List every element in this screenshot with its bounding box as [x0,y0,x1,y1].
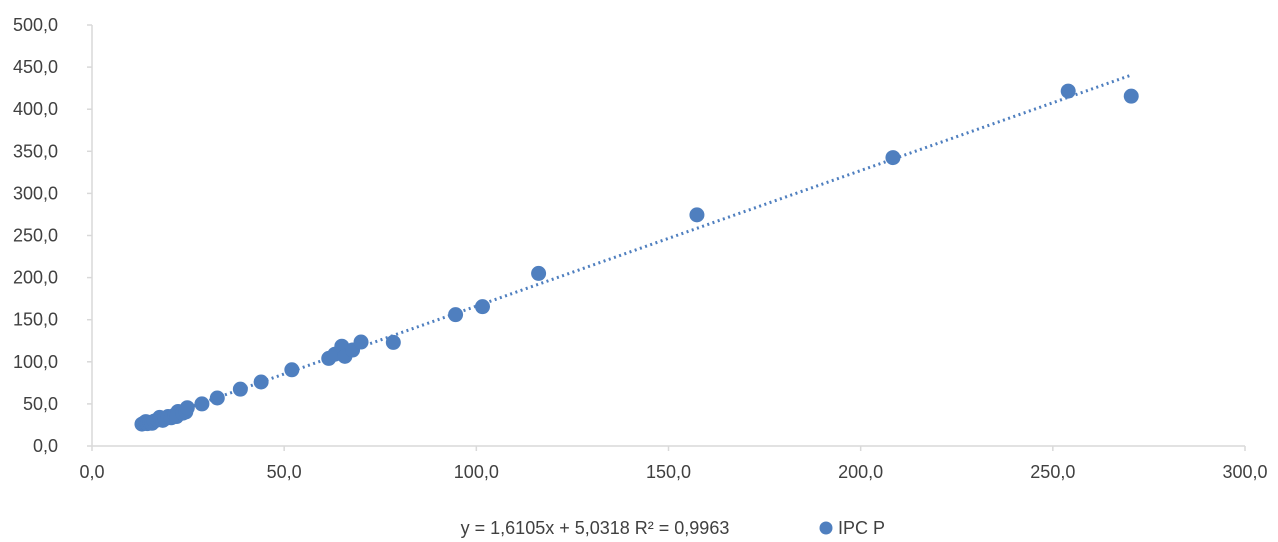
data-point [448,307,464,323]
data-point [885,150,901,166]
y-tick-label: 0,0 [33,436,58,456]
x-tick-label: 150,0 [646,462,691,482]
data-point [474,299,490,315]
data-point [232,381,248,397]
y-tick-label: 150,0 [13,310,58,330]
data-point [284,362,300,378]
data-point [689,207,705,223]
legend-label-ipc-p: IPC P [838,518,885,538]
y-tick-label: 500,0 [13,15,58,35]
legend-marker-ipc-p [819,521,833,535]
y-tick-label: 250,0 [13,226,58,246]
data-point [194,396,210,412]
x-tick-label: 250,0 [1030,462,1075,482]
x-tick-label: 100,0 [454,462,499,482]
data-point [385,334,401,350]
data-point [209,390,225,406]
x-tick-label: 50,0 [267,462,302,482]
legend-trendline-equation: y = 1,6105x + 5,0318 R² = 0,9963 [461,518,730,538]
x-axis: 0,0 50,0 100,0 150,0 200,0 250,0 300,0 [79,445,1268,482]
y-axis: 0,0 50,0 100,0 150,0 200,0 250,0 300,0 350,0 400… [13,15,93,456]
x-tick-label: 0,0 [79,462,104,482]
trendline [141,74,1131,426]
y-tick-label: 450,0 [13,57,58,77]
trendline-layer [141,74,1131,426]
data-point [179,400,195,416]
y-tick-label: 200,0 [13,268,58,288]
data-point [1060,83,1076,99]
data-point [1123,88,1139,104]
y-tick-label: 400,0 [13,99,58,119]
x-tick-label: 200,0 [838,462,883,482]
y-tick-label: 50,0 [23,394,58,414]
data-point [253,374,269,390]
y-tick-label: 300,0 [13,183,58,203]
y-tick-label: 350,0 [13,141,58,161]
legend: y = 1,6105x + 5,0318 R² = 0,9963 IPC P [461,518,885,538]
data-point [531,265,547,281]
x-tick-label: 300,0 [1222,462,1267,482]
data-points [134,83,1139,432]
data-point [353,334,369,350]
y-tick-label: 100,0 [13,352,58,372]
